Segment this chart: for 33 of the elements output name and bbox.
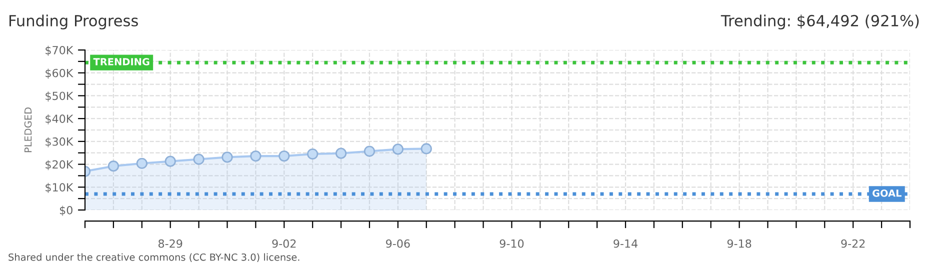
point (222, 152, 233, 163)
point (250, 150, 262, 162)
point (307, 148, 318, 160)
x-tick-label: 9-10 (500, 239, 524, 248)
x-tick-label: 8-29 (158, 239, 182, 248)
y-tick-label: $20K (46, 160, 74, 170)
y-tick-label: $0 (60, 206, 72, 216)
point (392, 144, 404, 155)
x-tick-label: 9-06 (386, 239, 410, 248)
point (108, 160, 120, 172)
y-tick-label: $10K (46, 182, 74, 193)
point (136, 158, 148, 169)
text: Shared under the creative commons (CC BY-NC 3.0) license. (8, 253, 300, 262)
x-tick-label: 9-02 (272, 239, 296, 248)
point (335, 148, 347, 159)
y-tick-label: $70K (46, 46, 74, 56)
ref-line-label: TRENDING (93, 58, 150, 66)
chart-subtitle: Trending: $64,492 (921%) (720, 14, 919, 30)
y-tick-label: $30K (46, 137, 74, 148)
x-tick-label: 9-14 (614, 239, 638, 248)
ref-line-label: GOAL (872, 189, 902, 197)
point (364, 146, 376, 157)
y-tick-label: $60K (46, 68, 74, 79)
x-tick-label: 9-22 (841, 239, 865, 248)
y-tick-label: $40K (46, 114, 74, 124)
x-tick-label: 9-18 (727, 239, 752, 248)
point (164, 156, 176, 167)
point (420, 143, 432, 154)
chart-title: Funding Progress (10, 14, 138, 30)
y-axis-title: PLEDGED (24, 108, 32, 152)
y-tick-label: $50K (46, 91, 74, 102)
point (193, 154, 204, 165)
point (278, 150, 290, 162)
